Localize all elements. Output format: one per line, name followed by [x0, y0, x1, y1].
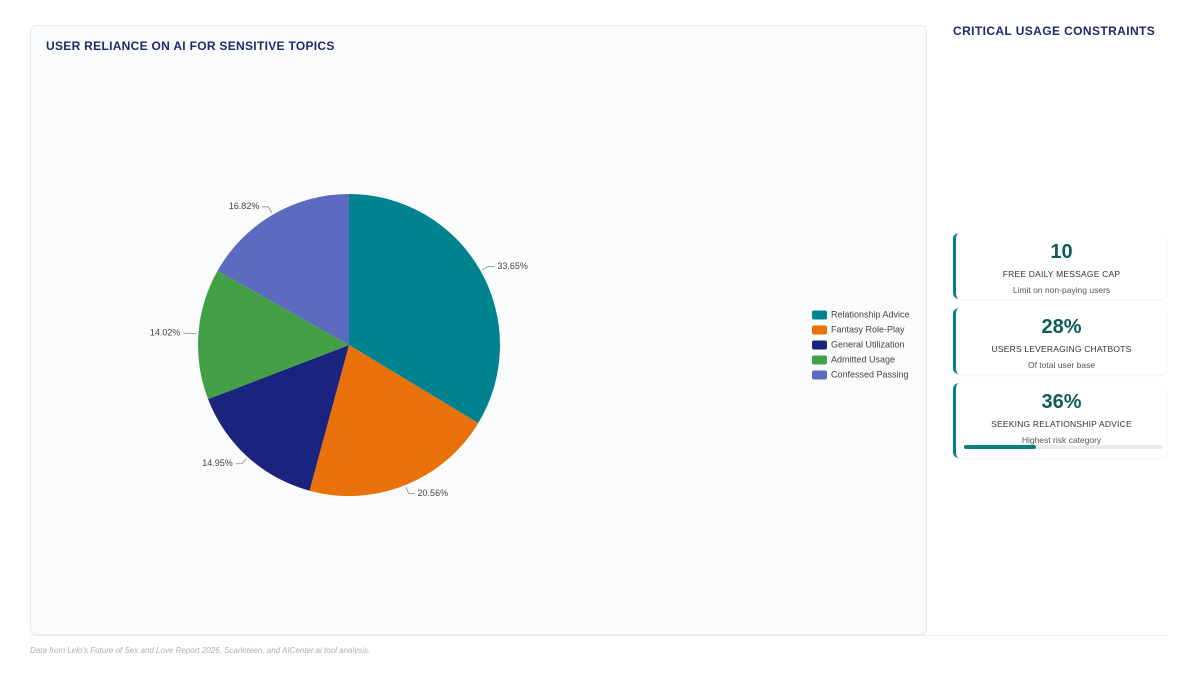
kpi-label: SEEKING RELATIONSHIP ADVICE: [991, 419, 1132, 429]
kpi-value: 36%: [1041, 391, 1082, 413]
legend-swatch: [812, 325, 827, 335]
progress-track: [964, 445, 1163, 449]
data-label: 16.82%: [229, 201, 260, 211]
sidebar-title: CRITICAL USAGE CONSTRAINTS: [953, 24, 1156, 38]
legend-label: General Utilization: [831, 339, 905, 349]
chart-title: USER RELIANCE ON AI FOR SENSITIVE TOPICS: [46, 39, 335, 53]
kpi-card: 10 FREE DAILY MESSAGE CAP Limit on non-p…: [953, 233, 1167, 299]
legend-swatch: [812, 340, 827, 350]
legend-label: Confessed Passing: [831, 369, 909, 379]
kpi-label: USERS LEVERAGING CHATBOTS: [991, 344, 1132, 354]
data-label: 20.56%: [418, 488, 449, 498]
legend-label: Admitted Usage: [831, 354, 895, 364]
chart: USER RELIANCE ON AI FOR SENSITIVE TOPICS…: [46, 39, 910, 498]
leader-line: [183, 332, 197, 335]
kpi-value: 10: [1050, 241, 1073, 263]
footer-note: Data from Lelo's Future of Sex and Love …: [30, 646, 371, 655]
legend-swatch: [812, 355, 827, 365]
kpi-note: Of total user base: [1027, 360, 1096, 370]
data-label: 14.95%: [202, 458, 233, 468]
pie-slice: [349, 194, 501, 424]
legend-swatch: [812, 310, 827, 320]
kpi-card: 28% USERS LEVERAGING CHATBOTS Of total u…: [953, 308, 1167, 374]
kpi-value: 28%: [1041, 316, 1082, 338]
leader-line: [405, 486, 415, 494]
legend-label: Relationship Advice: [831, 309, 910, 319]
legend-swatch: [812, 370, 827, 380]
kpi-card: 36% SEEKING RELATIONSHIP ADVICE Highest …: [953, 383, 1167, 458]
divider: [30, 635, 1168, 636]
kpi-label: FREE DAILY MESSAGE CAP: [1002, 269, 1121, 279]
pie-slice: [217, 194, 349, 345]
data-label: 14.02%: [150, 328, 181, 338]
pie-slice: [309, 345, 479, 496]
pie-slice: [198, 270, 349, 400]
leader-line: [235, 458, 247, 465]
leader-line: [482, 265, 495, 271]
pie-slice: [208, 345, 349, 491]
kpi-note: Limit on non-paying users: [1012, 285, 1111, 295]
legend-label: Fantasy Role-Play: [831, 324, 905, 334]
kpi-note: Highest risk category: [1021, 435, 1102, 445]
progress-bar: [964, 445, 1036, 449]
data-label: 33.65%: [497, 261, 528, 271]
leader-line: [262, 206, 273, 214]
